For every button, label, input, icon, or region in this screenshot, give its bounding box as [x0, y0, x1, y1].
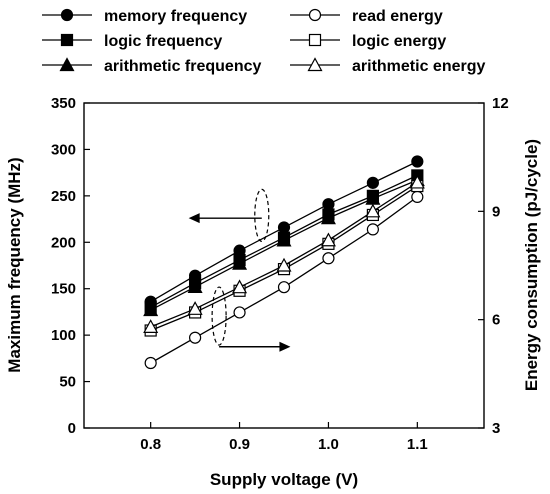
y2-tick-label: 3: [492, 420, 500, 437]
legend-item: logic frequency: [42, 33, 222, 50]
y-tick-label: 50: [59, 374, 76, 391]
legend-item: memory frequency: [42, 8, 247, 25]
left-arrow-head: [188, 213, 200, 224]
legend-label: arithmetic frequency: [104, 58, 261, 75]
legend-item: arithmetic frequency: [42, 57, 261, 75]
data-point: [233, 306, 246, 319]
y-tick-label: 100: [51, 327, 76, 344]
x-tick-label: 0.8: [140, 436, 161, 453]
legend-item: arithmetic energy: [290, 57, 485, 75]
legend-label: logic frequency: [104, 33, 222, 50]
legend-label: logic energy: [352, 33, 446, 50]
legend-marker: [307, 57, 323, 72]
data-point: [232, 279, 248, 294]
data-point: [143, 319, 159, 333]
frequency-group-ellipse: [254, 188, 270, 242]
y-tick-label: 250: [51, 188, 76, 205]
energy-group-ellipse: [211, 286, 227, 346]
legend-marker: [60, 33, 74, 47]
y2-tick-label: 9: [492, 203, 500, 220]
y2-tick-label: 12: [492, 95, 509, 112]
plot-area: [83, 102, 485, 429]
data-point: [320, 210, 336, 225]
right-arrow-head: [279, 341, 291, 352]
legend-label: read energy: [352, 8, 443, 25]
data-point: [320, 232, 336, 247]
data-point: [276, 232, 292, 247]
series-memory-frequency: [144, 155, 424, 308]
legend-item: read energy: [290, 8, 443, 25]
y-tick-label: 300: [51, 141, 76, 158]
data-point: [366, 176, 379, 189]
data-point: [409, 174, 425, 189]
data-point: [277, 221, 291, 234]
data-point: [232, 255, 248, 270]
data-point: [366, 223, 379, 236]
data-point: [411, 190, 424, 203]
data-point: [187, 301, 203, 315]
series-read-energy: [144, 190, 424, 370]
data-point: [276, 257, 292, 272]
data-point: [277, 281, 291, 294]
legend-item: logic energy: [290, 33, 446, 50]
x-tick-label: 0.9: [229, 436, 250, 453]
series-arithmetic-frequency: [143, 172, 425, 317]
data-point: [143, 302, 159, 317]
data-point: [189, 331, 202, 344]
y-axis-title: Maximum frequency (MHz): [5, 157, 24, 372]
y-tick-label: 200: [51, 234, 76, 251]
legend-label: memory frequency: [104, 8, 247, 25]
series-layer: [143, 155, 425, 370]
series-arithmetic-energy: [143, 174, 425, 333]
data-point: [322, 252, 335, 265]
x-axis-title: Supply voltage (V): [210, 470, 358, 489]
legend-label: arithmetic energy: [352, 58, 485, 75]
y-tick-label: 350: [51, 95, 76, 112]
y2-tick-label: 6: [492, 312, 500, 329]
legend-marker: [308, 33, 322, 47]
data-point: [144, 356, 157, 370]
legend-marker: [59, 57, 75, 72]
y2-axis-title: Energy consumption (pJ/cycle): [522, 139, 541, 391]
axis-ticks: 0.8 0.9 1.0 1.1 0 50 100 150 200 250 300 350 3 6 9 12: [51, 95, 509, 453]
data-point: [187, 279, 203, 293]
legend-marker: [308, 8, 322, 22]
x-tick-label: 1.0: [318, 436, 339, 453]
axis-association-annotations: [188, 188, 291, 352]
data-point: [365, 203, 381, 218]
y-tick-label: 0: [68, 420, 76, 437]
data-point: [322, 198, 335, 211]
data-point: [411, 155, 424, 168]
legend-marker: [60, 8, 74, 22]
x-tick-label: 1.1: [407, 436, 428, 453]
legend: memory frequency logic frequency arithmeti…: [42, 8, 485, 75]
y-tick-label: 150: [51, 281, 76, 298]
